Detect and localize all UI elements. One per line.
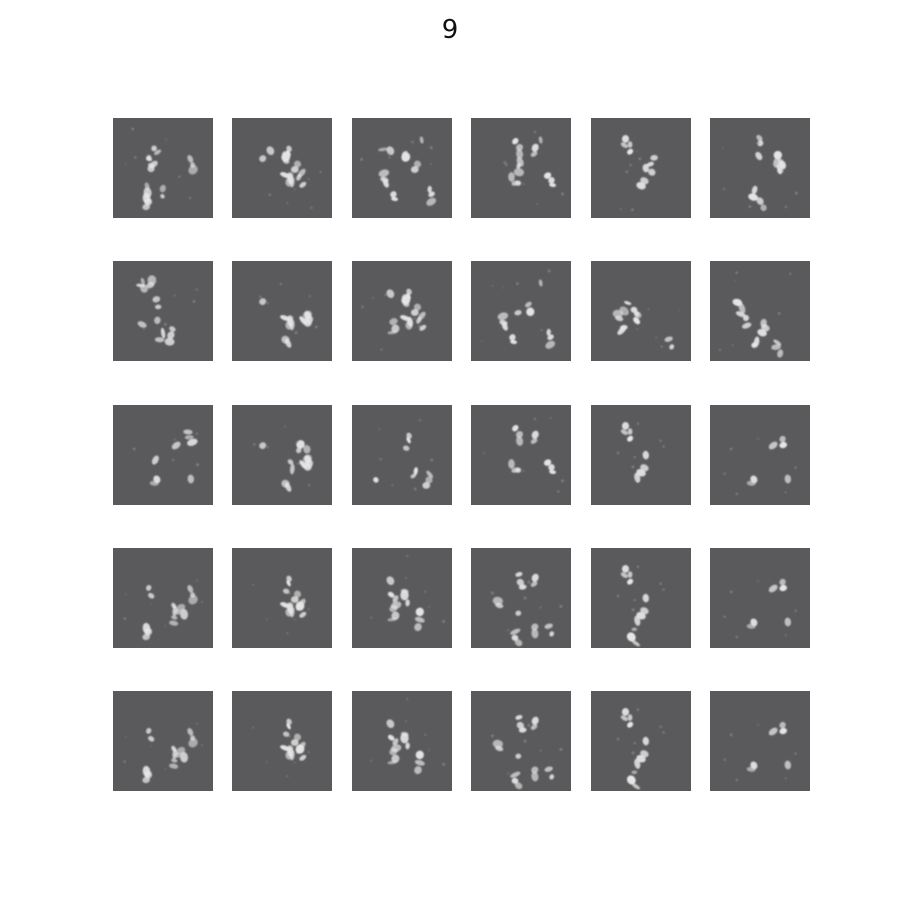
sample-strokes: [616, 708, 665, 790]
sample-strokes: [719, 271, 792, 358]
sample-strokes: [616, 422, 665, 483]
sample-image: [113, 405, 213, 505]
sample-strokes: [481, 269, 556, 349]
sample-strokes: [612, 301, 681, 350]
sample-image: [232, 118, 332, 218]
sample-strokes: [373, 419, 434, 491]
sample-strokes: [491, 572, 563, 647]
sample-image: [710, 691, 810, 791]
sample-strokes: [616, 565, 665, 647]
sample-image: [352, 691, 452, 791]
sample-image: [352, 261, 452, 361]
sample-strokes: [259, 282, 318, 348]
sample-image: [113, 118, 213, 218]
sample-image: [232, 691, 332, 791]
sample-strokes: [723, 578, 797, 639]
sample-strokes: [483, 417, 564, 493]
sample-strokes: [361, 288, 427, 351]
sample-image: [591, 405, 691, 505]
sample-image: [471, 261, 571, 361]
sample-image: [113, 261, 213, 361]
sample-image: [232, 548, 332, 648]
sample-strokes: [136, 275, 198, 346]
figure-title: 9: [441, 15, 459, 45]
sample-image: [591, 691, 691, 791]
sample-image: [591, 548, 691, 648]
sample-strokes: [125, 127, 198, 211]
sample-image: [113, 548, 213, 648]
sample-strokes: [370, 698, 445, 775]
sample-strokes: [360, 136, 437, 206]
sample-image: [710, 405, 810, 505]
sample-strokes: [723, 435, 797, 496]
sample-strokes: [491, 715, 563, 790]
sample-strokes: [253, 425, 314, 492]
sample-image: [352, 548, 452, 648]
sample-strokes: [123, 722, 203, 784]
sample-image: [471, 548, 571, 648]
sample-strokes: [370, 555, 445, 632]
sample-image: [232, 405, 332, 505]
sample-image: [710, 548, 810, 648]
sample-strokes: [503, 130, 564, 205]
sample-image: [471, 691, 571, 791]
sample-strokes: [132, 429, 199, 486]
sample-strokes: [259, 145, 322, 209]
sample-strokes: [619, 135, 658, 211]
sample-image: [352, 405, 452, 505]
sample-strokes: [723, 721, 797, 782]
sample-image: [471, 405, 571, 505]
sample-strokes: [722, 134, 798, 212]
sample-image: [710, 118, 810, 218]
sample-image: [232, 261, 332, 361]
sample-strokes: [252, 718, 310, 778]
sample-image: [471, 118, 571, 218]
sample-strokes: [252, 575, 310, 635]
sample-image: [352, 118, 452, 218]
sample-image: [113, 691, 213, 791]
sample-strokes: [123, 579, 203, 641]
sample-image: [591, 118, 691, 218]
sample-image: [710, 261, 810, 361]
sample-image: [591, 261, 691, 361]
